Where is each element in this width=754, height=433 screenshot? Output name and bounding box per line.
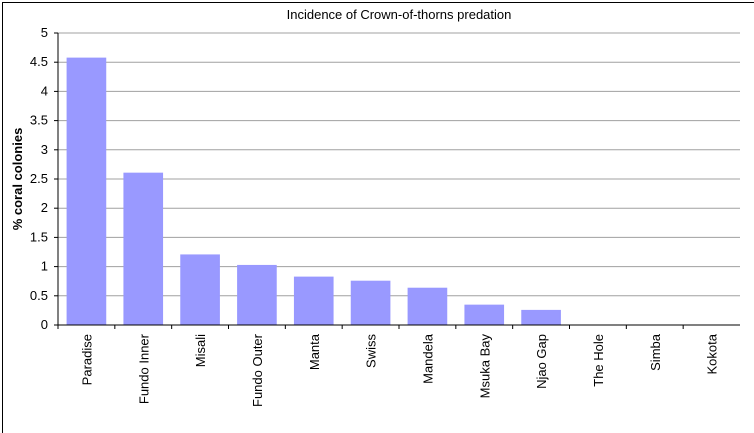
x-tick-label: Mandela	[420, 333, 435, 384]
y-tick-label: 1.5	[30, 229, 48, 244]
y-tick-label: 4	[41, 83, 48, 98]
bar	[464, 304, 505, 326]
y-tick-label: 2.5	[30, 171, 48, 186]
y-tick-label: 3	[41, 142, 48, 157]
x-tick-label: Manta	[307, 333, 322, 370]
y-axis-label: % coral colonies	[10, 128, 25, 231]
bar	[521, 309, 561, 326]
bar	[180, 254, 220, 326]
y-tick-label: 1	[41, 259, 48, 274]
y-tick-label: 0.5	[30, 288, 48, 303]
y-tick-label: 0	[41, 317, 48, 332]
x-tick-label: Swiss	[364, 334, 379, 368]
bar	[123, 172, 164, 326]
y-tick-label: 5	[41, 25, 48, 40]
bar	[66, 57, 107, 326]
x-tick-label: Misali	[193, 334, 208, 367]
x-tick-label: Simba	[648, 333, 663, 371]
chart-title: Incidence of Crown-of-thorns predation	[287, 7, 512, 22]
x-tick-label: Msuka Bay	[477, 334, 492, 399]
y-tick-label: 3.5	[30, 113, 48, 128]
x-tick-label: Fundo Outer	[250, 333, 265, 407]
x-tick-label: Fundo Inner	[136, 333, 151, 404]
x-tick-label: The Hole	[591, 334, 606, 387]
x-tick-label: Njao Gap	[534, 334, 549, 389]
x-tick-label: Paradise	[79, 334, 94, 385]
bar	[350, 280, 391, 326]
y-tick-label: 2	[41, 200, 48, 215]
bar	[407, 287, 448, 326]
y-tick-label: 4.5	[30, 54, 48, 69]
bar	[237, 264, 277, 326]
bar	[293, 276, 334, 326]
x-tick-label: Kokota	[705, 333, 720, 374]
